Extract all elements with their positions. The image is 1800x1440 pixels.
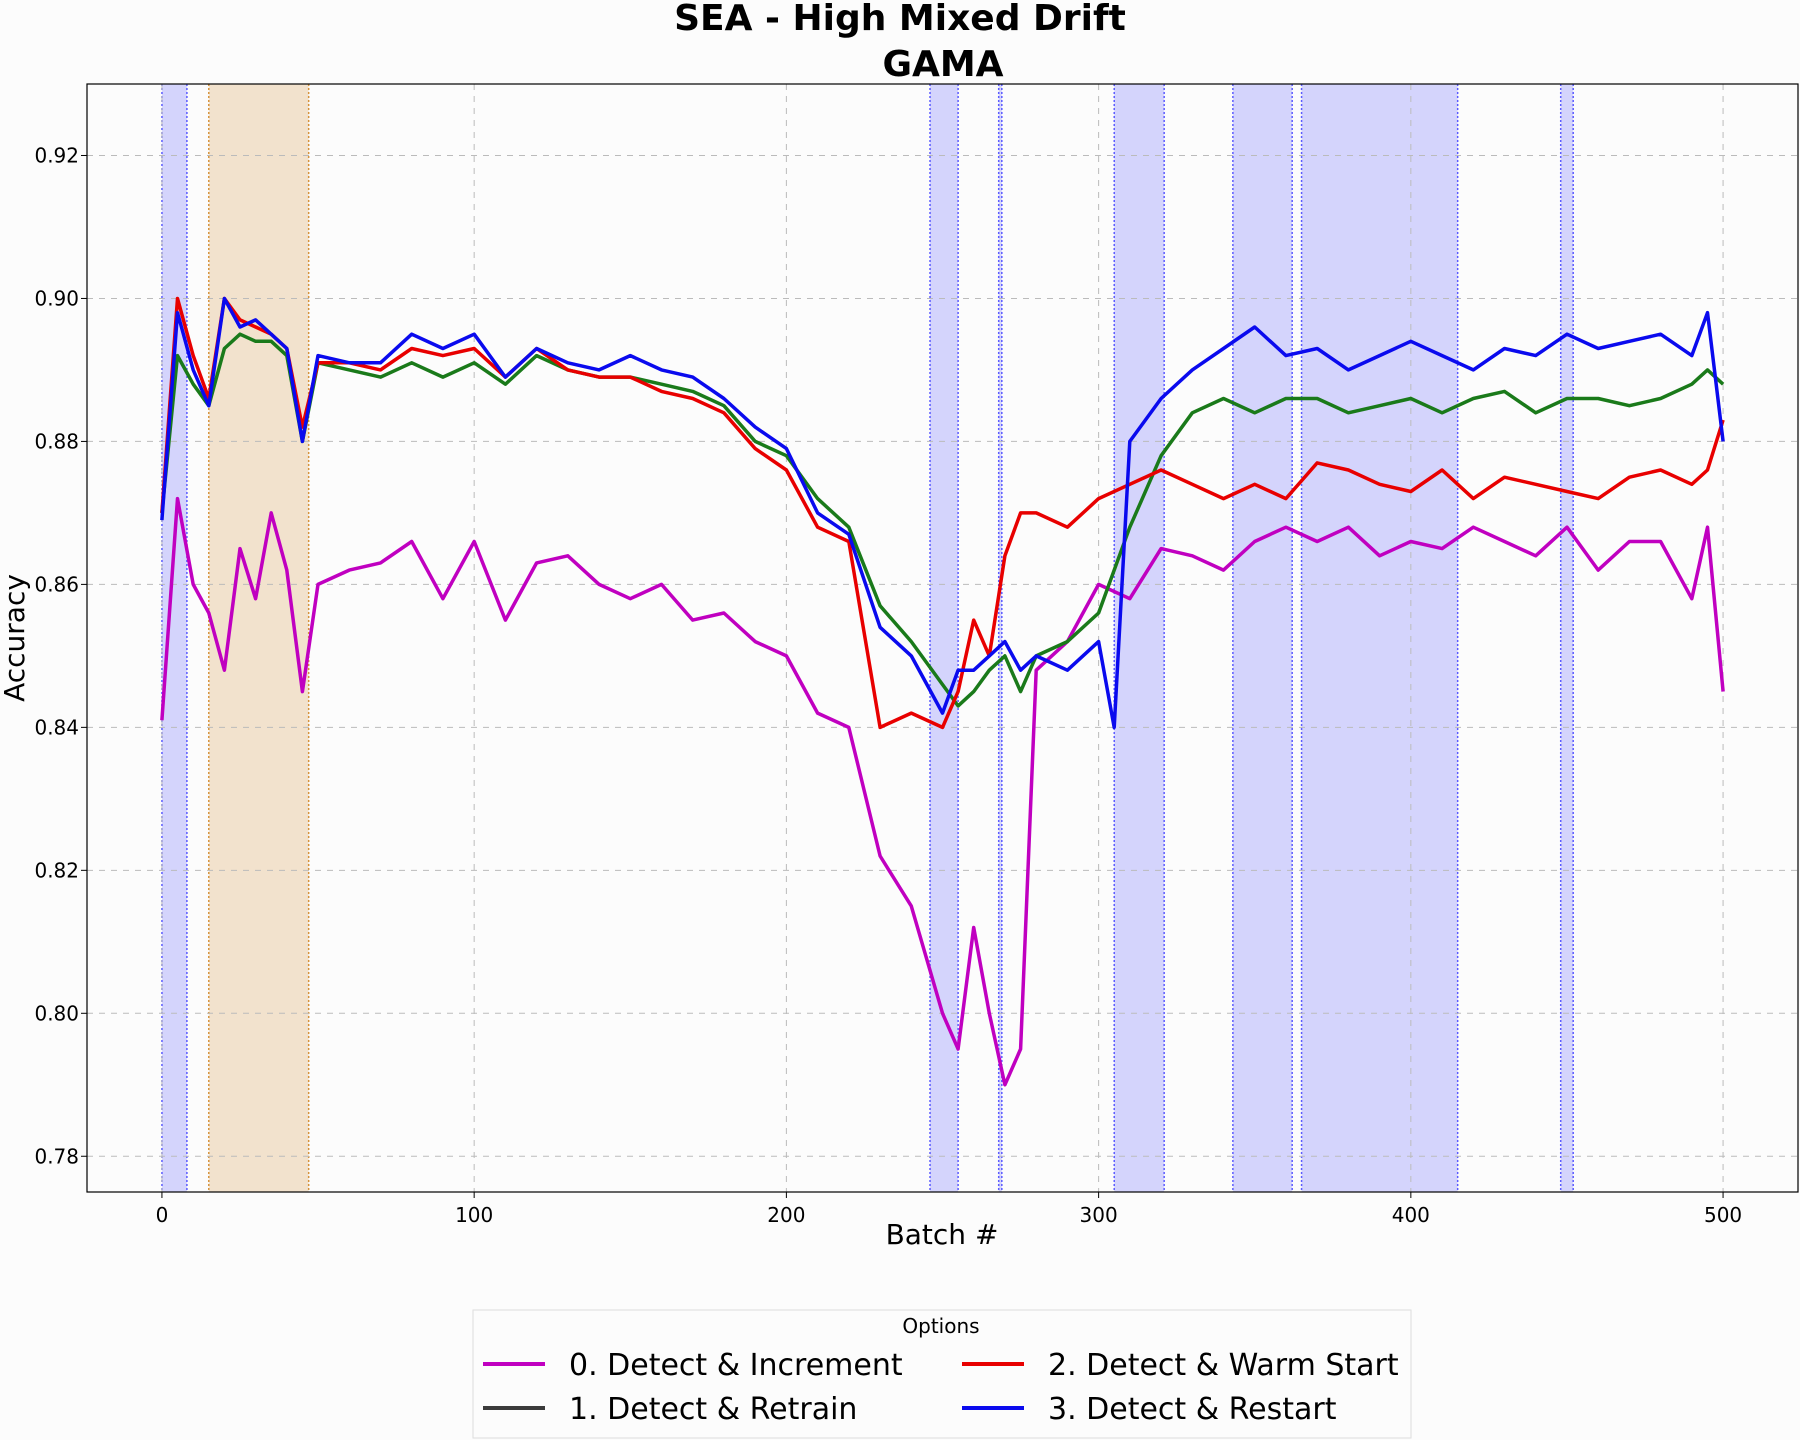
plot-area: 0 100 200 300 400 500 0.78 0.80 0.82 0.84 0.86 0.8…: [34, 83, 1799, 1227]
chart-title: SEA - High Mixed Drift: [674, 0, 1126, 39]
legend-label: 2. Detect & Warm Start: [1048, 1348, 1399, 1383]
y-tick-label: 0.82: [34, 858, 79, 882]
drift-band: [1301, 84, 1458, 1192]
series-lines: [160, 296, 1725, 1087]
drift-band: [930, 84, 959, 1192]
legend-box: [472, 1309, 1412, 1439]
x-tick-label: 500: [1704, 1203, 1742, 1227]
drift-band: [1560, 84, 1574, 1192]
y-axis-label: Accuracy: [0, 574, 31, 702]
drift-bands: [161, 84, 1574, 1192]
legend: Options 0. Detect & Increment 1. Detect &…: [472, 1309, 1412, 1439]
y-tick-label: 0.90: [34, 286, 79, 310]
series-line-0: [160, 496, 1725, 1087]
legend-label: 3. Detect & Restart: [1048, 1392, 1337, 1427]
x-tick-label: 200: [767, 1203, 805, 1227]
chart-subtitle: GAMA: [882, 44, 1003, 85]
y-tick-label: 0.88: [34, 429, 79, 453]
legend-items: 0. Detect & Increment 1. Detect & Retrain…: [483, 1348, 1399, 1427]
drift-band: [998, 84, 1002, 1192]
x-axis-ticks: 0 100 200 300 400 500: [156, 1192, 1742, 1227]
drift-band: [1114, 84, 1165, 1192]
x-tick-label: 300: [1080, 1203, 1118, 1227]
legend-label: 1. Detect & Retrain: [569, 1392, 857, 1427]
drift-band: [1232, 84, 1293, 1192]
y-tick-label: 0.92: [34, 143, 79, 167]
y-tick-label: 0.78: [34, 1144, 79, 1168]
drift-band: [161, 84, 187, 1192]
y-axis-ticks: 0.78 0.80 0.82 0.84 0.86 0.88 0.90 0.92: [34, 143, 87, 1168]
y-tick-label: 0.86: [34, 572, 79, 596]
y-tick-label: 0.80: [34, 1001, 79, 1025]
legend-label: 0. Detect & Increment: [569, 1348, 903, 1383]
legend-title: Options: [902, 1314, 979, 1338]
series-line-3: [160, 296, 1725, 730]
plot-frame: [86, 83, 1799, 1193]
drift-band: [208, 84, 309, 1192]
x-tick-label: 0: [156, 1203, 169, 1227]
x-axis-label: Batch #: [886, 1218, 999, 1251]
x-tick-label: 400: [1392, 1203, 1430, 1227]
x-tick-label: 100: [455, 1203, 493, 1227]
y-tick-label: 0.84: [34, 715, 79, 739]
